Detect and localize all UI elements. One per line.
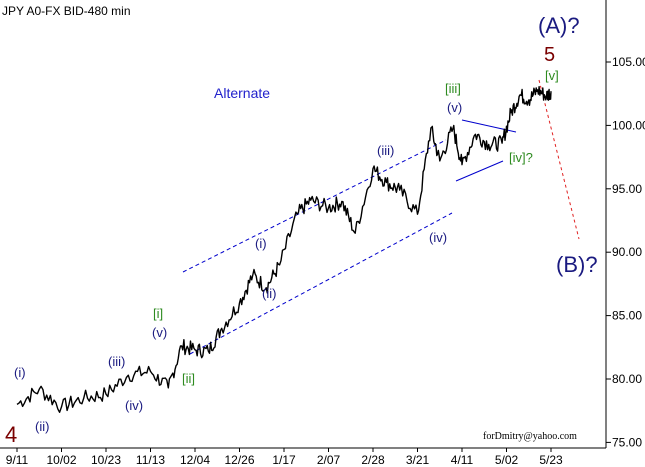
wave-5-label: 5 — [544, 44, 555, 66]
wave-v-blue-top-label: (v) — [447, 100, 462, 115]
wave-v-green-label: [v] — [545, 68, 559, 83]
wave-iv-green-label: [iv]? — [509, 150, 533, 165]
y-tick-label: 100.00 — [612, 118, 645, 132]
y-tick-label: 95.00 — [612, 182, 642, 196]
x-tick-label: 2/07 — [317, 453, 341, 467]
x-tick-label: 9/11 — [6, 453, 29, 467]
wave-iv-blue-mid-label: (iv) — [429, 230, 447, 245]
x-tick-label: 5/02 — [495, 453, 519, 467]
wave-i-blue-mid-label: (i) — [255, 236, 267, 251]
wave-iv-blue-low-label: (iv) — [125, 398, 143, 413]
x-tick-label: 11/13 — [136, 453, 165, 467]
price-series-line — [16, 85, 552, 413]
x-tick-label: 12/04 — [180, 453, 210, 467]
y-axis-ticks: 75.00 80.00 85.00 90.00 95.00 100.00 105.00 — [606, 55, 645, 449]
wave-4-label: 4 — [5, 422, 17, 447]
channel-lower-line — [189, 212, 453, 355]
y-tick-label: 80.00 — [612, 372, 642, 386]
wave-ii-blue-mid-label: (ii) — [262, 286, 276, 301]
wave-iii-blue-low-label: (iii) — [108, 354, 125, 369]
x-tick-label: 12/26 — [224, 453, 254, 467]
wave-B-label: (B)? — [556, 252, 598, 277]
x-tick-label: 3/21 — [406, 453, 430, 467]
footer-email: forDmitry@yahoo.com — [483, 431, 577, 442]
channel-upper-line — [182, 139, 447, 273]
projection-line — [538, 79, 580, 240]
y-tick-label: 85.00 — [612, 309, 642, 323]
x-tick-label: 10/02 — [46, 453, 76, 467]
wave-A-label: (A)? — [538, 13, 580, 38]
wave-i-blue-low-label: (i) — [14, 365, 26, 380]
x-tick-label: 1/17 — [272, 453, 296, 467]
y-tick-label: 105.00 — [612, 55, 645, 69]
triangle-lower-line — [455, 160, 504, 182]
wave-iii-green-label: [iii] — [445, 81, 461, 96]
x-axis-ticks: 9/11 10/02 10/23 11/13 12/04 12/26 1/17 2/07 2/2… — [6, 448, 563, 467]
wave-i-green-label: [i] — [153, 306, 163, 321]
x-tick-label: 2/28 — [361, 453, 385, 467]
y-tick-label: 75.00 — [612, 435, 642, 449]
chart-title: JPY A0-FX BID-480 min — [2, 4, 131, 18]
x-tick-label: 4/11 — [451, 453, 474, 467]
y-tick-label: 90.00 — [612, 245, 642, 259]
wave-iii-blue-mid-label: (iii) — [377, 143, 394, 158]
wave-ii-blue-low-label: (ii) — [35, 419, 49, 434]
alternate-label: Alternate — [214, 85, 270, 101]
wave-v-blue-low-label: (v) — [152, 325, 167, 340]
wave-ii-green-label: [ii] — [182, 371, 195, 386]
x-tick-label: 10/23 — [91, 453, 121, 467]
x-tick-label: 5/23 — [539, 453, 563, 467]
